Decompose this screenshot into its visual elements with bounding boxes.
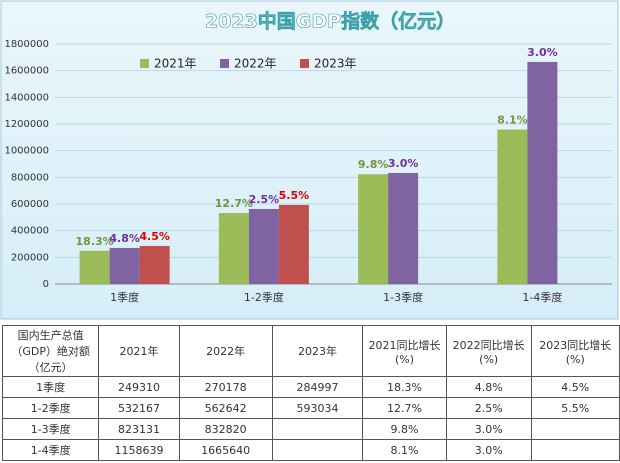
- table-cell: 1158639: [98, 439, 180, 461]
- table-cell: 12.7%: [362, 397, 447, 419]
- table-cell: 823131: [98, 418, 180, 440]
- y-tick-label: 0: [43, 279, 49, 290]
- table-row: 1-3季度 823131 832820 9.8% 3.0%: [1, 418, 620, 440]
- bar: [527, 61, 558, 284]
- table-cell: 593034: [271, 397, 364, 419]
- x-tick-label: 1-2季度: [244, 290, 284, 304]
- growth-label: 4.5%: [139, 230, 170, 243]
- legend-swatch: [300, 59, 309, 68]
- table-cell: [530, 418, 620, 440]
- growth-label: 3.0%: [527, 46, 558, 59]
- table-cell: [271, 439, 364, 461]
- table-cell: 国内生产总值（GDP）绝对额（亿元）: [1, 325, 100, 377]
- table-cell: 5.5%: [530, 397, 620, 419]
- y-tick-label: 1000000: [4, 146, 49, 157]
- data-table: 国内生产总值（GDP）绝对额（亿元） 2021年 2022年 2023年 2021同比增…: [1, 325, 620, 461]
- table-cell: 532167: [98, 397, 180, 419]
- table-cell: 832820: [178, 418, 273, 440]
- growth-label: 3.0%: [388, 157, 419, 170]
- table-cell: [530, 439, 620, 461]
- table-cell: 2021同比增长(%): [362, 325, 447, 377]
- legend-swatch: [220, 59, 229, 68]
- table-cell: 1季度: [1, 376, 100, 398]
- growth-label: 9.8%: [358, 158, 389, 171]
- bar: [79, 250, 110, 284]
- table-cell: 1-2季度: [1, 397, 100, 419]
- table-row: 1季度 249310 270178 284997 18.3% 4.8% 4.5%: [1, 376, 620, 398]
- legend-label: 2022年: [234, 57, 277, 71]
- bar: [278, 204, 309, 284]
- table-cell: 4.5%: [530, 376, 620, 398]
- table-cell: [271, 418, 364, 440]
- table-row: 国内生产总值（GDP）绝对额（亿元） 2021年 2022年 2023年 2021同比增…: [1, 325, 620, 377]
- table-cell: 270178: [178, 376, 273, 398]
- y-tick-label: 600000: [11, 199, 49, 210]
- table-cell: 2023年: [271, 325, 364, 377]
- bar: [248, 208, 279, 284]
- y-tick-label: 1600000: [4, 66, 49, 77]
- bar: [218, 213, 249, 284]
- table-cell: 1-3季度: [1, 418, 100, 440]
- table-cell: 2022年: [178, 325, 273, 377]
- table-cell: 2021年: [98, 325, 180, 377]
- bar: [358, 174, 389, 284]
- growth-label: 18.3%: [76, 235, 114, 248]
- table-cell: 562642: [178, 397, 273, 419]
- table-cell: 1665640: [178, 439, 273, 461]
- y-tick-label: 800000: [11, 172, 49, 183]
- table-cell: 2022同比增长(%): [445, 325, 532, 377]
- bar: [388, 172, 419, 284]
- growth-label: 8.1%: [497, 114, 528, 127]
- bar: [139, 246, 170, 284]
- growth-label: 5.5%: [279, 189, 310, 202]
- growth-label: 4.8%: [109, 232, 140, 245]
- bar: [497, 129, 528, 284]
- chart-title: 2023中国GDP指数（亿元）: [205, 10, 455, 33]
- table-cell: 2.5%: [445, 397, 532, 419]
- y-tick-label: 400000: [11, 226, 49, 237]
- growth-label: 2.5%: [249, 193, 280, 206]
- y-tick-label: 1800000: [4, 39, 49, 50]
- table-row: 1-2季度 532167 562642 593034 12.7% 2.5% 5.5%: [1, 397, 620, 419]
- table-cell: 284997: [271, 376, 364, 398]
- table-cell: 18.3%: [362, 376, 447, 398]
- growth-label: 12.7%: [215, 197, 253, 210]
- y-tick-label: 200000: [11, 252, 49, 263]
- table-cell: 249310: [98, 376, 180, 398]
- table-cell: 9.8%: [362, 418, 447, 440]
- table-cell: 4.8%: [445, 376, 532, 398]
- chart: 2023中国GDP指数（亿元） 0 200000 400000 600000 80000…: [0, 0, 619, 320]
- x-tick-label: 1-3季度: [383, 290, 423, 304]
- bar: [109, 247, 140, 284]
- table-row: 1-4季度 1158639 1665640 8.1% 3.0%: [1, 439, 620, 461]
- table-cell: 3.0%: [445, 439, 532, 461]
- table-cell: 2023同比增长(%): [530, 325, 620, 377]
- table-cell: 3.0%: [445, 418, 532, 440]
- x-tick-label: 1季度: [110, 290, 139, 304]
- y-tick-label: 1200000: [4, 119, 49, 130]
- legend-label: 2021年: [154, 57, 197, 71]
- legend-label: 2023年: [314, 57, 357, 71]
- y-tick-label: 1400000: [4, 92, 49, 103]
- x-tick-label: 1-4季度: [522, 290, 562, 304]
- table-cell: 8.1%: [362, 439, 447, 461]
- legend-swatch: [140, 59, 149, 68]
- table-cell: 1-4季度: [1, 439, 100, 461]
